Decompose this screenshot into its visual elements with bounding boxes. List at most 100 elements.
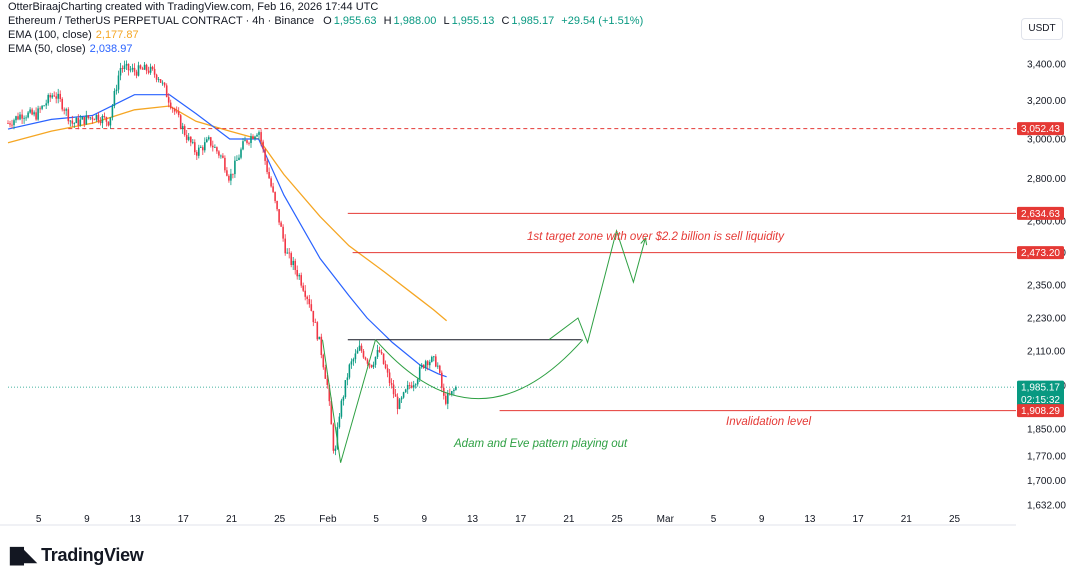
candle-body — [99, 121, 102, 124]
y-tick-label: 3,200.00 — [1027, 96, 1066, 107]
price-tag — [1017, 246, 1064, 260]
candle-body — [97, 114, 100, 122]
candle-body — [177, 111, 180, 116]
candle-body — [141, 68, 144, 70]
currency-button[interactable]: USDT — [1021, 18, 1063, 40]
candle-body — [246, 140, 248, 143]
candle-body — [133, 67, 136, 72]
candle-body — [159, 79, 162, 83]
candle-body — [67, 109, 70, 122]
candle-body — [288, 252, 290, 254]
candle-body — [49, 95, 51, 98]
adam-pattern — [322, 339, 376, 463]
candle-body — [254, 136, 256, 139]
low-label: L — [443, 15, 450, 27]
open-label: O — [323, 15, 332, 27]
candle-body — [294, 260, 296, 270]
candle-body — [17, 116, 19, 120]
credit-line: OtterBiraajCharting created with Trading… — [8, 1, 379, 13]
y-tick-label: 2,230.00 — [1027, 314, 1066, 325]
candle-body — [290, 253, 292, 265]
candle-body — [95, 114, 98, 120]
x-tick-label: 17 — [853, 514, 865, 525]
candle-body — [374, 356, 377, 365]
candle-body — [194, 142, 196, 153]
candle-body — [109, 117, 112, 126]
candle-body — [292, 260, 294, 265]
candle-body — [77, 118, 80, 126]
price-tag-label: 2,473.20 — [1021, 248, 1060, 259]
candle-body — [169, 102, 172, 108]
candle-body — [226, 170, 228, 176]
candle-body — [43, 105, 45, 107]
x-tick-label: Mar — [657, 514, 675, 525]
candle-body — [196, 152, 198, 156]
x-tick-label: 21 — [226, 514, 238, 525]
candle-body — [212, 145, 214, 148]
candle-body — [157, 79, 160, 80]
candle-body — [81, 116, 84, 120]
pattern-annotation: Adam and Eve pattern playing out — [453, 438, 628, 450]
x-tick-label: 5 — [711, 514, 717, 525]
candle-body — [396, 396, 399, 409]
candle-body — [228, 175, 230, 181]
ema100-value: 2,177.87 — [95, 29, 139, 41]
ema50-legend[interactable]: EMA (50, close) 2,038.97 — [8, 42, 643, 56]
candle-body — [447, 393, 449, 404]
candle-body — [302, 285, 304, 291]
x-tick-label: Feb — [319, 514, 337, 525]
high-value: 1,988.00 — [393, 15, 437, 27]
candle-body — [445, 395, 447, 404]
x-tick-label: 25 — [274, 514, 286, 525]
candle-body — [328, 385, 331, 402]
time-axis[interactable]: 5 9 13 17 21 25 Feb 5 9 13 17 21 25 Mar 5 9 13 17 21 25 — [0, 514, 1016, 526]
candle-body — [238, 157, 240, 160]
candle-body — [27, 112, 29, 118]
candle-body — [410, 385, 413, 388]
candle-body — [153, 68, 156, 75]
y-tick-label: 3,000.00 — [1027, 135, 1066, 146]
candle-body — [272, 186, 274, 192]
candle-body — [25, 117, 27, 119]
candle-body — [167, 97, 170, 103]
candle-body — [31, 109, 33, 115]
candle-body — [314, 322, 317, 323]
candle-body — [322, 354, 325, 368]
countdown-label: 02:15:32 — [1021, 395, 1060, 406]
candle-body — [455, 387, 457, 390]
price-tags: 3,052.43 2,634.63 2,473.20 1,985.1702:15:32… — [1017, 122, 1064, 418]
symbol-title[interactable]: Ethereum / TetherUS PERPETUAL CONTRACT ·… — [8, 15, 315, 27]
candle-body — [276, 201, 278, 210]
candle-body — [418, 367, 421, 380]
candle-body — [242, 141, 244, 150]
candle-body — [117, 75, 120, 90]
tradingview-logo[interactable]: ▇◣ TradingView — [10, 545, 144, 566]
candle-body — [402, 392, 405, 398]
candle-body — [384, 364, 387, 369]
invalidation-annotation: Invalidation level — [726, 416, 811, 428]
y-tick-label: 3,400.00 — [1027, 60, 1066, 71]
projection-path — [548, 229, 646, 345]
candle-body — [258, 132, 260, 135]
candle-body — [7, 123, 9, 124]
candle-body — [85, 115, 88, 125]
low-value: 1,955.13 — [451, 15, 495, 27]
candle-body — [354, 353, 357, 360]
open-value: 1,955.63 — [333, 15, 377, 27]
ema100-legend[interactable]: EMA (100, close) 2,177.87 — [8, 28, 643, 42]
change-value: +29.54 (+1.51%) — [561, 15, 644, 27]
x-tick-label: 17 — [515, 514, 527, 525]
candle-body — [240, 149, 242, 158]
ema100-label: EMA (100, close) — [8, 29, 92, 41]
candle-body — [426, 361, 429, 366]
candle-body — [91, 117, 94, 120]
candle-body — [250, 136, 252, 143]
x-tick-label: 9 — [84, 514, 90, 525]
price-tag-label: 2,634.63 — [1021, 209, 1060, 220]
candle-body — [57, 93, 59, 99]
candle-body — [93, 119, 96, 121]
candle-body — [236, 160, 238, 161]
candle-body — [190, 136, 192, 143]
candle-body — [334, 448, 337, 451]
